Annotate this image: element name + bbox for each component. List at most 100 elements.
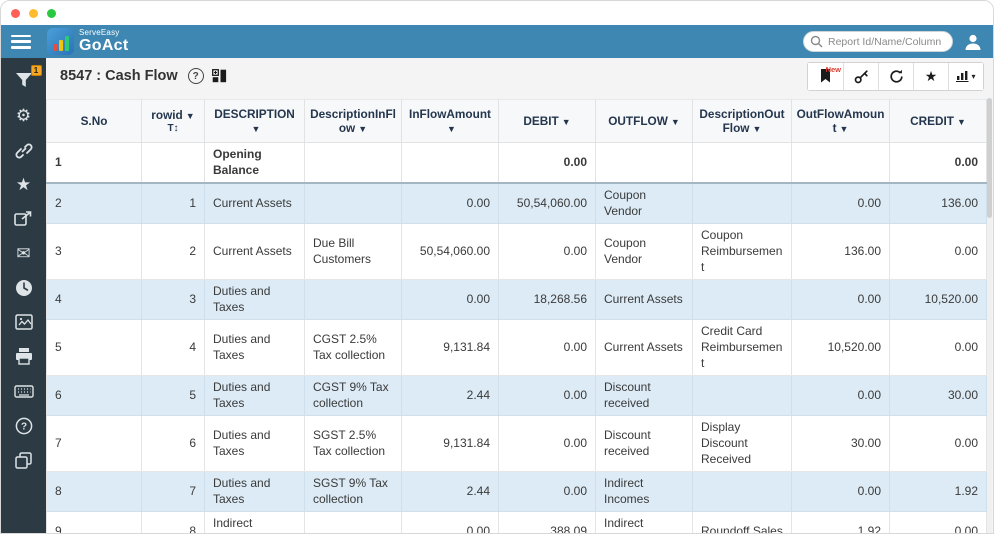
minimize-window-button[interactable] — [29, 8, 38, 18]
cell: 3 — [46, 223, 142, 281]
cell: 2 — [46, 182, 142, 225]
chart-view-button[interactable]: ▾ — [948, 62, 983, 90]
cell: 9,131.84 — [401, 415, 499, 473]
column-header-credit[interactable]: CREDIT ▼ — [889, 99, 987, 143]
vertical-scrollbar[interactable] — [987, 98, 992, 533]
column-header-debit[interactable]: DEBIT ▼ — [498, 99, 596, 143]
filter-icon[interactable]: 1 — [13, 65, 42, 91]
mail-icon[interactable]: ✉ — [16, 243, 31, 263]
cell: 30.00 — [889, 375, 987, 417]
sort-caret-icon: ▼ — [251, 124, 261, 134]
refresh-icon — [889, 69, 903, 83]
report-search — [803, 31, 953, 52]
cell: 8 — [46, 471, 142, 513]
cell: Discount received — [595, 375, 693, 417]
cell: 18,268.56 — [498, 279, 596, 321]
table-row[interactable]: 4 3 Duties and Taxes 0.00 18,268.56 Current A… — [46, 279, 987, 321]
keyboard-icon[interactable] — [13, 381, 35, 402]
new-badge: New — [825, 64, 841, 74]
cell: SGST 2.5% Tax collection — [304, 415, 402, 473]
table-row[interactable]: 8 7 Duties and Taxes SGST 9% Tax collection… — [46, 471, 987, 513]
refresh-button[interactable] — [878, 62, 913, 90]
filter-badge: 1 — [30, 65, 42, 76]
table-row[interactable]: 6 5 Duties and Taxes CGST 9% Tax collection… — [46, 375, 987, 417]
cell: Display Discount Received — [692, 415, 792, 473]
cell: 1 — [141, 182, 205, 225]
cell: 5 — [46, 319, 142, 377]
cell — [595, 142, 693, 184]
cell: 136.00 — [791, 223, 890, 281]
cell: 7 — [141, 471, 205, 513]
help-icon[interactable]: ? — [13, 415, 35, 436]
cell — [692, 375, 792, 417]
bookmark-icon — [821, 69, 830, 83]
sort-caret-icon: ▼ — [561, 117, 571, 127]
cell: Current Assets — [204, 182, 305, 225]
cell: Indirect Incomes — [204, 511, 305, 533]
cell: Duties and Taxes — [204, 375, 305, 417]
cell: 0.00 — [791, 279, 890, 321]
cell: 0.00 — [498, 471, 596, 513]
svg-text:?: ? — [20, 421, 26, 432]
cell — [692, 279, 792, 321]
table-settings-icon[interactable] — [211, 69, 227, 83]
table-row[interactable]: 3 2 Current Assets Due Bill Customers 50,54,… — [46, 223, 987, 281]
cell — [692, 471, 792, 513]
cell: 50,54,060.00 — [401, 223, 499, 281]
sort-caret-icon: ▼ — [358, 124, 368, 134]
column-header-descriptioninflow[interactable]: DescriptionInFlow ▼ — [304, 99, 402, 143]
print-icon[interactable] — [13, 346, 35, 367]
cell: 0.00 — [889, 142, 987, 184]
cell — [401, 142, 499, 184]
star-icon[interactable]: ★ — [15, 174, 32, 194]
table-row[interactable]: 1 Opening Balance 0.00 0.00 — [46, 142, 987, 184]
cell: 1.92 — [889, 471, 987, 513]
column-header-outflowamount[interactable]: OutFlowAmount ▼ — [791, 99, 890, 143]
favorite-button[interactable]: ★ — [913, 62, 948, 90]
link-icon[interactable] — [13, 139, 35, 160]
user-icon[interactable] — [963, 32, 983, 52]
cell: 1 — [46, 142, 142, 184]
table-row[interactable]: 5 4 Duties and Taxes CGST 2.5% Tax collecti… — [46, 319, 987, 377]
column-header-outflow[interactable]: OUTFLOW ▼ — [595, 99, 693, 143]
image-export-icon[interactable] — [13, 312, 35, 333]
maximize-window-button[interactable] — [47, 8, 56, 18]
close-window-button[interactable] — [11, 8, 20, 18]
copy-icon[interactable] — [13, 450, 35, 471]
table-row[interactable]: 7 6 Duties and Taxes SGST 2.5% Tax collecti… — [46, 415, 987, 473]
cell — [304, 511, 402, 533]
cell: Indirect Incomes — [595, 471, 693, 513]
column-header-descriptionoutflow[interactable]: DescriptionOutFlow ▼ — [692, 99, 792, 143]
table-row[interactable]: 2 1 Current Assets 0.00 50,54,060.00 Coupon V… — [46, 182, 987, 225]
key-button[interactable] — [843, 62, 878, 90]
cell: 10,520.00 — [791, 319, 890, 377]
cell: Coupon Vendor — [595, 223, 693, 281]
window-titlebar — [1, 1, 993, 25]
search-input[interactable] — [803, 31, 953, 52]
cell: 9,131.84 — [401, 319, 499, 377]
share-icon[interactable] — [13, 208, 35, 229]
cell: 8 — [141, 511, 205, 533]
cell: Current Assets — [204, 223, 305, 281]
hamburger-icon[interactable] — [11, 34, 31, 49]
table-header-row: S.No rowid ▼ T↕ DESCRIPTION▼ DescriptionInFlo… — [46, 99, 987, 143]
cell: 0.00 — [889, 415, 987, 473]
cell: 2.44 — [401, 375, 499, 417]
cell: 10,520.00 — [889, 279, 987, 321]
cell: 0.00 — [889, 223, 987, 281]
cell: 4 — [46, 279, 142, 321]
column-header-rowid[interactable]: rowid ▼ T↕ — [141, 99, 205, 143]
cell — [304, 182, 402, 225]
clock-icon[interactable] — [13, 277, 35, 298]
column-header-description[interactable]: DESCRIPTION▼ — [204, 99, 305, 143]
column-header-s-no[interactable]: S.No — [46, 99, 142, 143]
cell: Roundoff Sales — [692, 511, 792, 533]
cell: 0.00 — [498, 375, 596, 417]
gear-icon[interactable]: ⚙ — [15, 105, 32, 125]
column-header-inflowamount[interactable]: InFlowAmount▼ — [401, 99, 499, 143]
help-icon[interactable]: ? — [187, 68, 204, 84]
cell: 3 — [141, 279, 205, 321]
bookmark-button[interactable]: New — [808, 62, 843, 90]
